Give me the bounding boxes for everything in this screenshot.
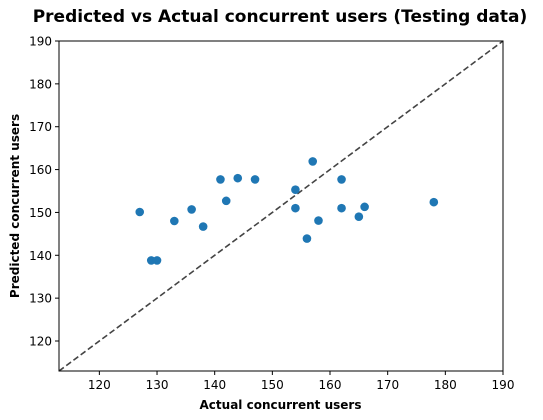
plot-border <box>58 40 504 372</box>
x-tick-label: 150 <box>261 378 284 392</box>
x-tick-label: 120 <box>88 378 111 392</box>
y-tick-label: 140 <box>29 249 52 263</box>
data-point <box>170 216 179 226</box>
data-point <box>302 234 312 243</box>
x-axis-label: Actual concurrent users <box>200 398 362 412</box>
data-point <box>354 212 364 222</box>
data-points <box>135 157 439 265</box>
data-point <box>152 256 162 265</box>
data-point <box>291 185 300 195</box>
y-axis-label: Predicted concurrent users <box>8 114 22 298</box>
x-tick-label: 160 <box>319 378 342 392</box>
y-tick-label: 180 <box>29 77 52 91</box>
data-point <box>291 203 300 213</box>
plot-frame <box>58 40 504 372</box>
x-tick-label: 140 <box>203 378 226 392</box>
y-tick-label: 120 <box>29 335 52 349</box>
data-point <box>135 207 145 217</box>
y-tick-label: 170 <box>29 120 52 134</box>
data-point <box>308 157 318 166</box>
reference-line-layer <box>58 40 504 372</box>
data-point <box>221 196 231 206</box>
reference-line <box>58 40 504 372</box>
data-point <box>187 205 196 214</box>
y-tick-label: 130 <box>29 292 52 306</box>
y-axis-ticks: 120 130 140 150 160 170 180 190 <box>29 35 59 349</box>
data-point <box>337 175 346 184</box>
data-point <box>198 222 208 231</box>
data-point <box>360 202 369 212</box>
y-tick-label: 160 <box>29 163 52 177</box>
data-point <box>233 173 243 183</box>
x-tick-label: 190 <box>492 378 515 392</box>
x-tick-label: 130 <box>146 378 169 392</box>
y-tick-label: 190 <box>29 35 52 49</box>
data-point <box>250 175 260 184</box>
x-tick-label: 180 <box>434 378 457 392</box>
data-point <box>216 175 225 184</box>
data-point <box>429 197 439 207</box>
data-point <box>314 216 323 225</box>
chart-title: Predicted vs Actual concurrent users (Te… <box>33 7 528 27</box>
y-tick-label: 150 <box>29 206 52 220</box>
data-point <box>337 203 346 213</box>
x-tick-label: 170 <box>376 378 399 392</box>
x-axis-ticks: 120 130 140 150 160 170 180 190 <box>88 371 515 392</box>
